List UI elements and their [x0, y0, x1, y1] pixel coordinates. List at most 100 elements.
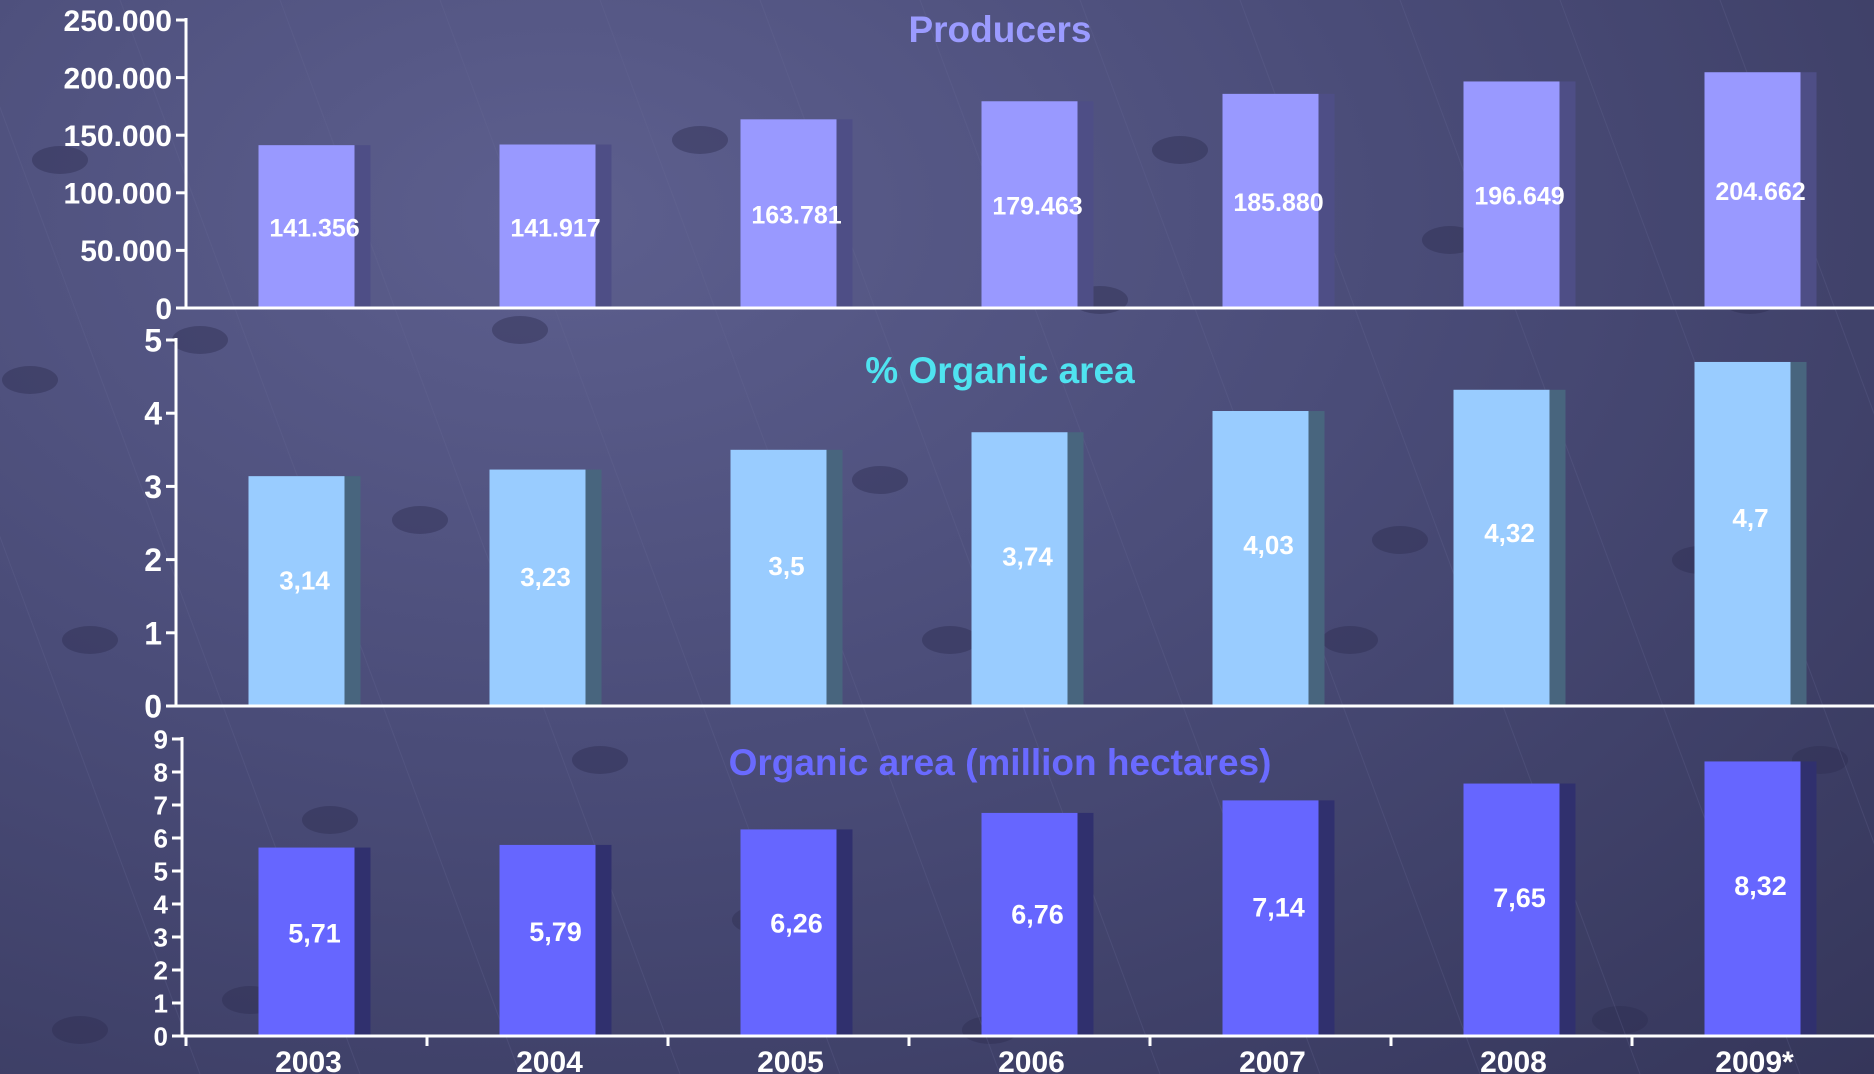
x-tick-label: 2003: [275, 1046, 342, 1074]
background-dot: [852, 466, 908, 494]
bar: [1704, 761, 1801, 1036]
bar-side: [1077, 812, 1094, 1036]
bar: [981, 812, 1078, 1036]
y-tick-label: 5: [154, 856, 168, 886]
data-label: 141.356: [269, 215, 359, 243]
background-dot: [922, 626, 978, 654]
y-tick-label: 2: [154, 955, 168, 985]
y-tick-label: 4: [144, 396, 162, 432]
data-label: 185.880: [1233, 189, 1323, 217]
y-tick-label: 7: [154, 790, 168, 820]
bar-side: [1318, 93, 1335, 308]
chart-title: Producers: [908, 9, 1091, 50]
data-label: 196.649: [1474, 183, 1564, 211]
x-tick-label: 2006: [998, 1046, 1065, 1074]
bar: [499, 844, 596, 1036]
background-line: [0, 535, 201, 1074]
x-tick-label: 2009*: [1715, 1046, 1794, 1074]
data-label: 6,26: [770, 908, 823, 938]
background-dot: [392, 506, 448, 534]
bar-side: [1308, 411, 1325, 706]
y-tick-label: 6: [154, 823, 168, 853]
background-dot: [672, 126, 728, 154]
bar: [499, 144, 596, 308]
background-dot: [52, 1016, 108, 1044]
data-label: 8,32: [1734, 871, 1787, 901]
y-tick-label: 100.000: [64, 178, 172, 211]
x-tick-label: 2007: [1239, 1046, 1306, 1074]
chart-title: Organic area (million hectares): [729, 742, 1272, 783]
data-label: 7,14: [1252, 892, 1305, 922]
bar-side: [1800, 72, 1817, 309]
y-tick-label: 4: [154, 889, 169, 919]
y-tick-label: 1: [154, 988, 168, 1018]
y-tick-label: 2: [144, 542, 162, 578]
y-tick-label: 8: [154, 757, 168, 787]
background-dot: [1322, 626, 1378, 654]
background-dot: [32, 146, 88, 174]
data-label: 3,74: [1002, 541, 1053, 571]
bar: [740, 829, 837, 1036]
bar-side: [585, 469, 602, 706]
bar-side: [1067, 432, 1084, 706]
bar: [981, 101, 1078, 308]
bar-side: [1559, 783, 1576, 1036]
data-label: 7,65: [1493, 883, 1546, 913]
data-label: 4,03: [1243, 530, 1294, 560]
data-label: 5,79: [529, 917, 582, 947]
bar: [1222, 800, 1319, 1036]
background-dot: [302, 806, 358, 834]
background-dot: [572, 746, 628, 774]
bar: [1212, 411, 1309, 706]
bar: [258, 145, 355, 308]
chart-panel-1: Producers 141.356 141.917 163.781 179.463 185…: [64, 5, 1874, 326]
data-label: 4,7: [1732, 503, 1768, 533]
background-dot: [172, 326, 228, 354]
y-tick-label: 5: [144, 323, 162, 359]
bar: [258, 847, 355, 1036]
y-tick-label: 1: [144, 615, 162, 651]
bar-side: [354, 847, 371, 1036]
bar: [971, 432, 1068, 706]
background-dot: [492, 316, 548, 344]
background-dot: [2, 366, 58, 394]
bar-side: [595, 844, 612, 1036]
bar: [1453, 389, 1550, 706]
bar-side: [1790, 361, 1807, 706]
data-label: 5,71: [288, 918, 341, 948]
y-tick-label: 3: [154, 922, 168, 952]
bar-side: [836, 119, 853, 309]
bar-side: [354, 145, 371, 308]
bar: [1222, 93, 1319, 308]
bar-side: [595, 144, 612, 308]
y-tick-label: 250.000: [64, 5, 172, 38]
background-dot: [1592, 1006, 1648, 1034]
chart-panel-2: % Organic area 3,14 3,23 3,5 3,74 4,03 4,32 4,7…: [144, 323, 1874, 725]
y-tick-label: 0: [155, 293, 172, 326]
bar: [1694, 361, 1791, 706]
bar: [1463, 81, 1560, 308]
bar: [489, 469, 586, 706]
x-tick-label: 2004: [516, 1046, 583, 1074]
bar-side: [1077, 101, 1094, 308]
background-dot: [1372, 526, 1428, 554]
background-dot: [1152, 136, 1208, 164]
data-label: 4,32: [1484, 518, 1535, 548]
x-tick-label: 2005: [757, 1046, 824, 1074]
bar: [248, 476, 345, 706]
bar-side: [1318, 800, 1335, 1036]
data-label: 3,5: [768, 551, 804, 581]
data-label: 141.917: [510, 214, 600, 242]
data-label: 163.781: [751, 202, 841, 230]
data-label: 204.662: [1715, 178, 1805, 206]
bar-side: [344, 476, 361, 706]
chart-title: % Organic area: [865, 350, 1135, 391]
background-dot: [62, 626, 118, 654]
data-label: 3,23: [520, 562, 571, 592]
bar: [1704, 72, 1801, 309]
y-tick-label: 3: [144, 469, 162, 505]
data-label: 179.463: [992, 193, 1082, 221]
